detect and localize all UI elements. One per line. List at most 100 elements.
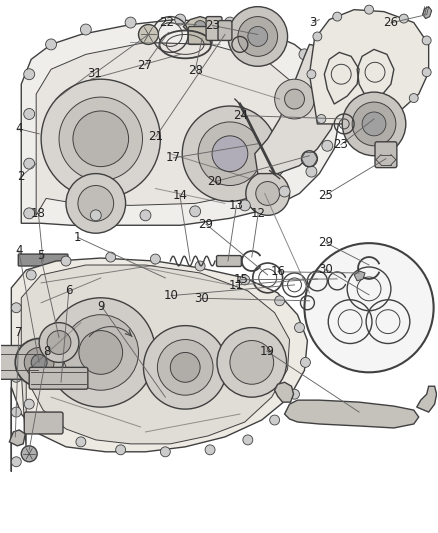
- Circle shape: [224, 17, 235, 28]
- FancyBboxPatch shape: [218, 21, 232, 41]
- Text: 14: 14: [172, 189, 187, 201]
- Polygon shape: [11, 258, 307, 472]
- Circle shape: [270, 415, 279, 425]
- Circle shape: [11, 303, 21, 313]
- Circle shape: [11, 373, 21, 382]
- Circle shape: [304, 243, 434, 373]
- Polygon shape: [275, 382, 293, 402]
- Circle shape: [301, 151, 318, 167]
- Circle shape: [47, 330, 71, 354]
- Text: 26: 26: [383, 17, 399, 29]
- Circle shape: [21, 446, 37, 462]
- FancyBboxPatch shape: [0, 345, 40, 379]
- Circle shape: [362, 112, 386, 136]
- Circle shape: [39, 322, 79, 362]
- Circle shape: [248, 27, 268, 46]
- Text: 30: 30: [318, 263, 333, 276]
- Circle shape: [59, 97, 142, 181]
- Circle shape: [256, 182, 279, 205]
- Circle shape: [15, 338, 63, 386]
- Circle shape: [306, 166, 317, 177]
- Circle shape: [294, 322, 304, 333]
- Polygon shape: [423, 6, 431, 19]
- Circle shape: [313, 32, 322, 41]
- Text: 10: 10: [164, 289, 179, 302]
- Circle shape: [264, 29, 275, 40]
- Circle shape: [205, 445, 215, 455]
- Circle shape: [125, 17, 136, 28]
- Text: 15: 15: [233, 273, 248, 286]
- Polygon shape: [417, 386, 437, 412]
- Polygon shape: [255, 44, 337, 174]
- Circle shape: [79, 330, 123, 374]
- Circle shape: [116, 445, 126, 455]
- Text: 19: 19: [259, 345, 274, 358]
- FancyBboxPatch shape: [216, 255, 241, 266]
- Circle shape: [41, 79, 160, 198]
- Circle shape: [422, 36, 431, 45]
- Circle shape: [24, 348, 54, 377]
- Text: 31: 31: [88, 67, 102, 80]
- Circle shape: [279, 186, 290, 197]
- Text: 25: 25: [318, 189, 333, 201]
- Circle shape: [240, 275, 250, 285]
- Circle shape: [322, 140, 333, 151]
- Circle shape: [61, 256, 71, 266]
- Text: 23: 23: [205, 19, 220, 32]
- FancyBboxPatch shape: [188, 27, 212, 44]
- FancyBboxPatch shape: [24, 412, 63, 434]
- Circle shape: [275, 296, 285, 306]
- Circle shape: [106, 252, 116, 262]
- Circle shape: [78, 185, 114, 221]
- FancyBboxPatch shape: [29, 367, 88, 389]
- Circle shape: [46, 39, 57, 50]
- Circle shape: [352, 102, 396, 146]
- Circle shape: [160, 447, 170, 457]
- Text: 9: 9: [98, 300, 105, 313]
- FancyBboxPatch shape: [375, 142, 397, 168]
- Circle shape: [194, 21, 206, 33]
- Circle shape: [198, 122, 262, 185]
- Circle shape: [228, 6, 288, 66]
- Circle shape: [333, 12, 342, 21]
- FancyBboxPatch shape: [18, 254, 68, 266]
- Text: 30: 30: [194, 292, 209, 305]
- Circle shape: [31, 354, 47, 370]
- Polygon shape: [36, 43, 307, 215]
- Circle shape: [300, 358, 311, 367]
- Circle shape: [157, 340, 213, 395]
- Circle shape: [170, 352, 200, 382]
- Text: 21: 21: [148, 130, 163, 143]
- Text: 29: 29: [318, 236, 333, 249]
- Text: 13: 13: [229, 199, 244, 212]
- Polygon shape: [183, 17, 215, 36]
- Text: 20: 20: [207, 175, 222, 188]
- Polygon shape: [309, 10, 429, 124]
- Circle shape: [11, 358, 21, 367]
- Text: 11: 11: [229, 279, 244, 292]
- Circle shape: [81, 24, 91, 35]
- Circle shape: [364, 5, 374, 14]
- Text: 2: 2: [17, 170, 25, 183]
- Text: 18: 18: [31, 207, 46, 220]
- Polygon shape: [9, 430, 25, 446]
- Circle shape: [73, 111, 129, 167]
- Circle shape: [307, 70, 316, 79]
- Text: 27: 27: [138, 59, 152, 72]
- Circle shape: [150, 254, 160, 264]
- Circle shape: [138, 25, 159, 44]
- Text: 28: 28: [187, 64, 202, 77]
- Circle shape: [409, 94, 418, 102]
- Text: 6: 6: [65, 284, 73, 297]
- Circle shape: [175, 14, 186, 25]
- FancyBboxPatch shape: [206, 17, 222, 41]
- Circle shape: [26, 270, 36, 280]
- Text: 7: 7: [15, 326, 22, 339]
- Text: 12: 12: [251, 207, 266, 220]
- Circle shape: [290, 389, 300, 399]
- Circle shape: [322, 74, 333, 85]
- Polygon shape: [285, 400, 419, 428]
- Text: 4: 4: [15, 122, 22, 135]
- Circle shape: [63, 314, 138, 390]
- Circle shape: [144, 326, 227, 409]
